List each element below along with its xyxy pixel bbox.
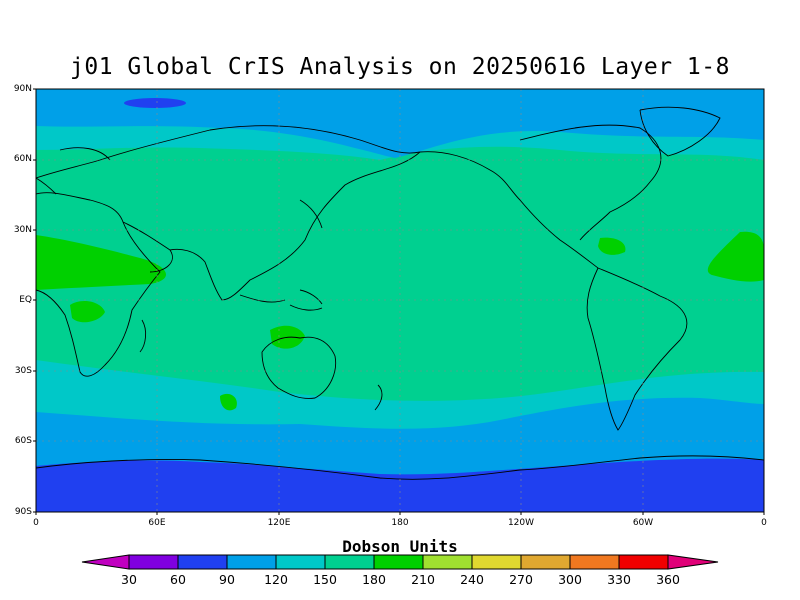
colorbar-title: Dobson Units [342, 537, 458, 556]
grid-lines [36, 89, 764, 512]
colorbar-swatch [373, 554, 424, 570]
colorbar-label: 240 [460, 572, 484, 587]
lat-label-30s: 30S [14, 366, 32, 376]
lat-label-60n: 60N [13, 154, 32, 164]
colorbar-label: 150 [313, 572, 337, 587]
coast-north-america [419, 124, 662, 269]
field-high-atlantic [707, 231, 764, 282]
colorbar-swatch [520, 554, 571, 570]
map-title: j01 Global CrIS Analysis on 20250616 Lay… [70, 54, 730, 80]
lon-label-120e: 120E [267, 518, 291, 528]
colorbar-swatch [324, 554, 375, 570]
colorbar-swatch [618, 554, 669, 570]
colorbar-label: 30 [121, 572, 137, 587]
coastlines [35, 106, 765, 480]
colorbar-label: 210 [411, 572, 435, 587]
colorbar-label: 60 [170, 572, 186, 587]
colorbar-label: 270 [509, 572, 533, 587]
colorbar-label: 180 [362, 572, 386, 587]
field-high-congo [70, 300, 105, 323]
colorbar-swatch [177, 554, 228, 570]
lat-label-90s: 90S [14, 507, 32, 517]
colorbar-arrow-high [667, 554, 719, 570]
lat-label-60s: 60S [14, 436, 32, 446]
colorbar-label: 360 [656, 572, 680, 587]
colorbar-swatch [471, 554, 522, 570]
field-band-north-90 [36, 89, 764, 158]
lon-label-180: 180 [391, 518, 409, 528]
coast-south-america [586, 267, 688, 431]
coast-madagascar [139, 319, 147, 353]
field-high-caribbean [598, 237, 626, 255]
colorbar [81, 554, 719, 570]
coast-japan [299, 199, 323, 229]
colorbar-swatch [569, 554, 620, 570]
colorbar-swatch [275, 554, 326, 570]
colorbar-arrow-low [81, 554, 130, 570]
field-low-arctic [124, 98, 186, 108]
axis-ticks [33, 88, 765, 515]
coast-australia [261, 336, 337, 399]
coast-indonesia [239, 289, 323, 311]
lat-label-30n: 30N [13, 225, 32, 235]
lon-label-60w: 60W [632, 518, 654, 528]
lon-label-0-east: 0 [761, 518, 767, 528]
colorbar-label: 120 [264, 572, 288, 587]
lon-label-120w: 120W [507, 518, 535, 528]
field-high-indian-ocean [220, 393, 237, 411]
coast-greenland [639, 106, 721, 157]
coast-new-zealand [374, 384, 383, 411]
coast-eurasia-north [35, 125, 421, 179]
colorbar-swatch [226, 554, 277, 570]
colorbar-label: 90 [219, 572, 235, 587]
coast-eurasia-east [169, 151, 421, 301]
colorbar-swatch [422, 554, 473, 570]
lon-label-60e: 60E [148, 518, 166, 528]
colorbar-label: 330 [607, 572, 631, 587]
field-high-africa [36, 235, 167, 290]
lat-label-90n: 90N [13, 84, 32, 94]
coast-europe [35, 147, 111, 195]
coast-antarctica [35, 455, 765, 480]
lat-label-eq: EQ [19, 295, 32, 305]
colorbar-label: 300 [558, 572, 582, 587]
coast-africa [35, 192, 161, 377]
colorbar-swatch [128, 554, 179, 570]
lon-label-0: 0 [33, 518, 39, 528]
